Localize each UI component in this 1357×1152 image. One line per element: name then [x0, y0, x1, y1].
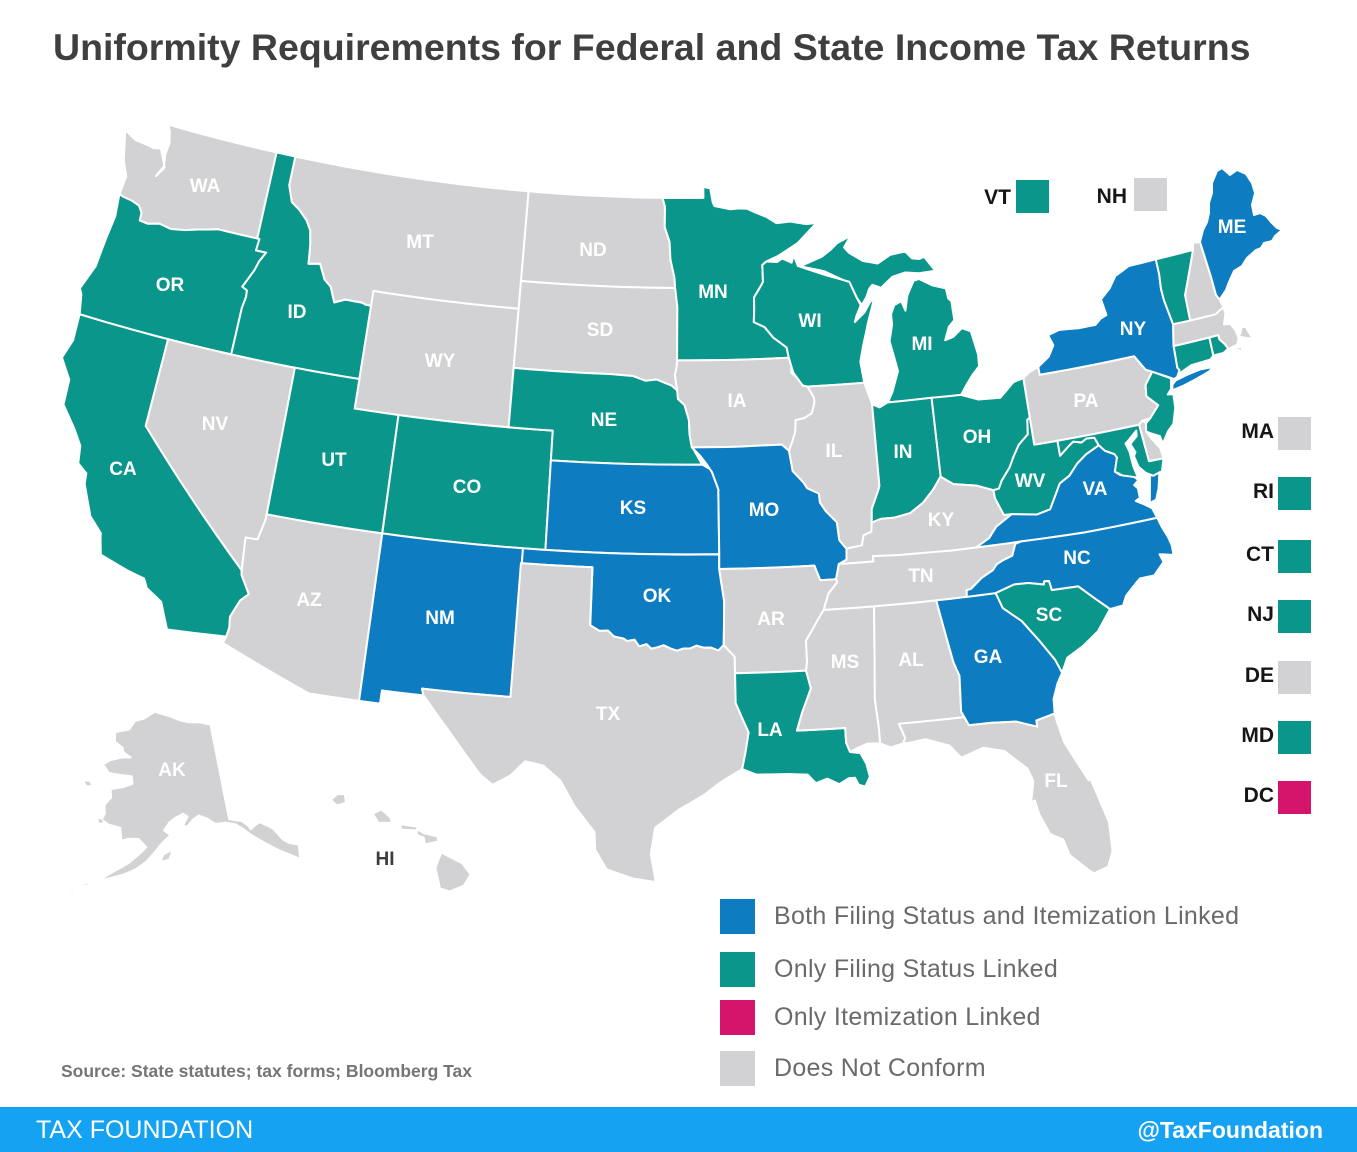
svg-text:SC: SC	[1036, 605, 1063, 626]
svg-text:WA: WA	[190, 176, 221, 197]
svg-text:IL: IL	[826, 441, 843, 462]
svg-text:IA: IA	[728, 391, 747, 412]
svg-text:AK: AK	[158, 760, 186, 781]
svg-text:MO: MO	[749, 500, 780, 521]
svg-text:MT: MT	[406, 232, 434, 253]
svg-text:KS: KS	[620, 498, 646, 519]
svg-text:OK: OK	[643, 586, 672, 607]
svg-text:OR: OR	[156, 275, 185, 296]
svg-text:AZ: AZ	[296, 590, 322, 611]
svg-text:CA: CA	[109, 459, 137, 480]
svg-text:MN: MN	[698, 282, 728, 303]
svg-text:WV: WV	[1015, 471, 1046, 492]
svg-text:TX: TX	[596, 704, 621, 725]
svg-text:TN: TN	[908, 566, 933, 587]
svg-text:ME: ME	[1218, 217, 1247, 238]
svg-text:ND: ND	[579, 240, 606, 261]
svg-text:IN: IN	[894, 442, 913, 463]
svg-text:WY: WY	[425, 351, 456, 372]
svg-text:NV: NV	[202, 414, 229, 435]
svg-text:WI: WI	[798, 311, 821, 332]
svg-text:GA: GA	[974, 647, 1003, 668]
svg-text:NE: NE	[591, 410, 617, 431]
svg-text:UT: UT	[321, 450, 347, 471]
svg-text:OH: OH	[963, 427, 992, 448]
svg-text:FL: FL	[1044, 771, 1068, 792]
svg-text:KY: KY	[928, 510, 955, 531]
svg-text:CO: CO	[453, 477, 482, 498]
svg-text:NC: NC	[1063, 548, 1091, 569]
svg-text:NY: NY	[1120, 319, 1147, 340]
svg-text:MI: MI	[911, 334, 932, 355]
svg-text:VA: VA	[1083, 479, 1108, 500]
svg-text:HI: HI	[376, 849, 395, 870]
svg-text:NM: NM	[425, 608, 455, 629]
svg-text:LA: LA	[757, 720, 783, 741]
svg-text:SD: SD	[587, 320, 613, 341]
svg-text:PA: PA	[1074, 391, 1099, 412]
svg-text:AL: AL	[898, 650, 924, 671]
svg-text:MS: MS	[831, 652, 860, 673]
svg-text:AR: AR	[757, 609, 785, 630]
svg-text:ID: ID	[288, 302, 307, 323]
